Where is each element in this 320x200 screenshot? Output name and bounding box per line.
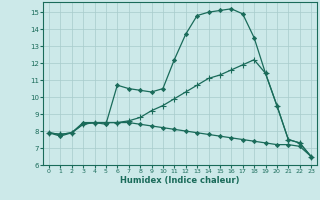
- X-axis label: Humidex (Indice chaleur): Humidex (Indice chaleur): [120, 176, 240, 185]
